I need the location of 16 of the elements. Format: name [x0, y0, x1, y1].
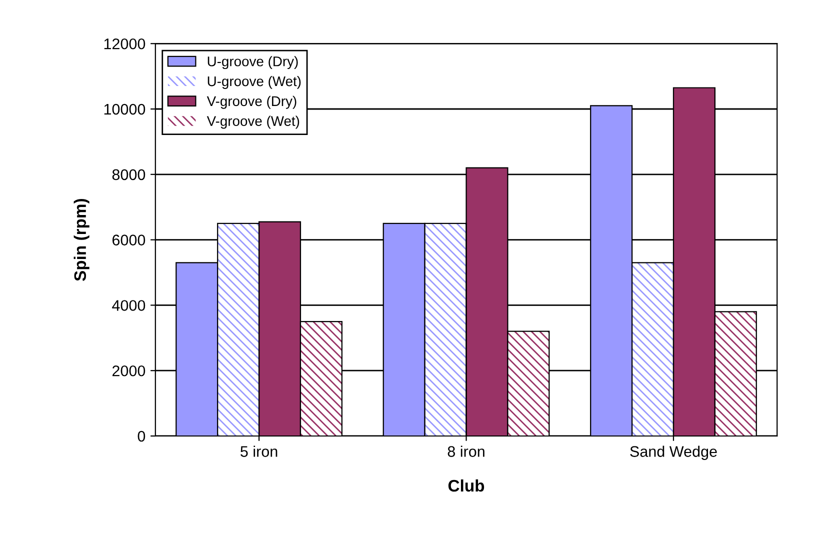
legend-label: U-groove (Dry) [208, 56, 298, 70]
legend-label: V-groove (Dry) [206, 96, 296, 109]
x-tick-label: Sand Wedge [630, 446, 717, 460]
y-tick-label: 8000 [112, 169, 146, 180]
y-tick-label: 12000 [104, 38, 146, 50]
y-tick-label: 4000 [112, 300, 146, 311]
y-tick-label: 2000 [112, 365, 146, 376]
y-tick-label: 10000 [104, 104, 146, 115]
legend-label: U-groove (Wet) [208, 76, 301, 89]
y-tick-label: 6000 [112, 234, 146, 246]
y-axis-title: Spin (rpm) [74, 198, 90, 281]
x-axis-title: Club [448, 479, 484, 492]
y-tick-label: 0 [138, 430, 146, 442]
x-tick-label: 5 iron [240, 446, 278, 457]
legend-label: V-groove (Wet) [206, 116, 300, 129]
x-tick-label: 8 iron [448, 446, 484, 457]
